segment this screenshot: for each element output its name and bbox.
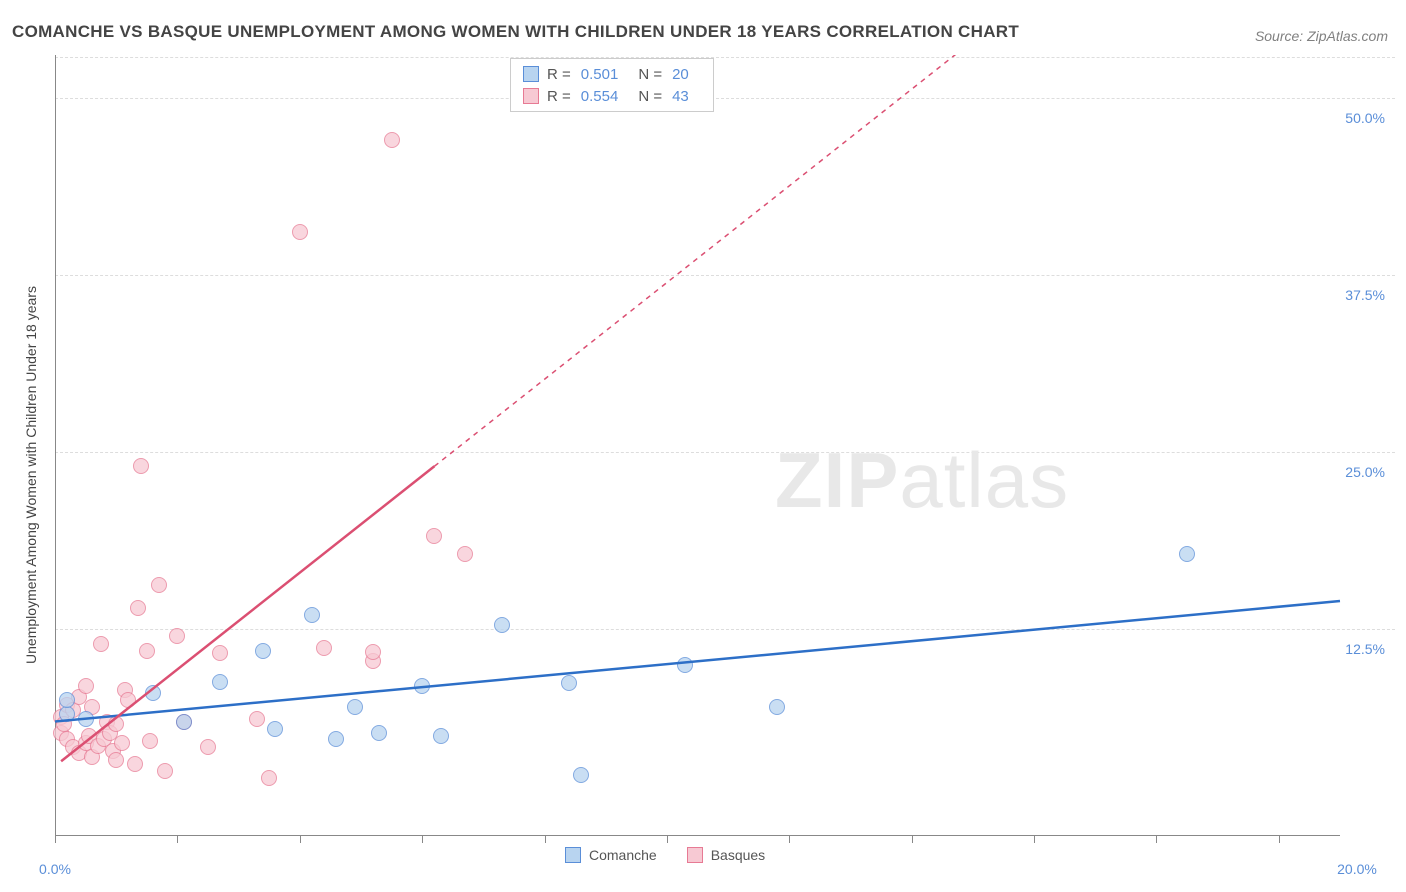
x-tick xyxy=(545,835,546,843)
chart-source: Source: ZipAtlas.com xyxy=(1255,28,1388,44)
gridline xyxy=(55,57,1395,58)
basques-point xyxy=(127,756,143,772)
comanche-point xyxy=(59,692,75,708)
legend-row-comanche: R = 0.501 N = 20 xyxy=(523,63,701,85)
basques-point xyxy=(78,678,94,694)
comanche-point xyxy=(414,678,430,694)
comanche-point xyxy=(59,706,75,722)
basques-point xyxy=(157,763,173,779)
basques-point xyxy=(457,546,473,562)
x-tick xyxy=(300,835,301,843)
n-label: N = xyxy=(638,88,662,105)
r-label: R = xyxy=(547,66,571,83)
basques-point xyxy=(93,636,109,652)
comanche-point xyxy=(267,721,283,737)
x-tick xyxy=(1279,835,1280,843)
legend-row-basques: R = 0.554 N = 43 xyxy=(523,85,701,107)
trend-line xyxy=(434,55,972,466)
legend-label: Comanche xyxy=(589,847,657,863)
basques-point xyxy=(292,224,308,240)
comanche-point xyxy=(573,767,589,783)
basques-point xyxy=(151,577,167,593)
legend-label: Basques xyxy=(711,847,765,863)
basques-point xyxy=(142,733,158,749)
gridline xyxy=(55,275,1395,276)
x-tick-label: 20.0% xyxy=(1337,861,1377,877)
gridline xyxy=(55,452,1395,453)
basques-point xyxy=(130,600,146,616)
y-tick-label: 12.5% xyxy=(1345,641,1385,657)
comanche-point xyxy=(433,728,449,744)
n-label: N = xyxy=(638,66,662,83)
comanche-swatch xyxy=(523,66,539,82)
trend-line xyxy=(55,601,1340,722)
comanche-point xyxy=(145,685,161,701)
gridline xyxy=(55,98,1395,99)
x-tick xyxy=(912,835,913,843)
comanche-point xyxy=(176,714,192,730)
comanche-point xyxy=(769,699,785,715)
comanche-point xyxy=(328,731,344,747)
plot-area: ZIPatlas 12.5%25.0%37.5%50.0% 0.0%20.0% … xyxy=(55,55,1395,865)
x-tick xyxy=(177,835,178,843)
gridline xyxy=(55,629,1395,630)
chart-area: ZIPatlas 12.5%25.0%37.5%50.0% 0.0%20.0% … xyxy=(55,55,1395,865)
r-label: R = xyxy=(547,88,571,105)
basques-point xyxy=(365,644,381,660)
basques-point xyxy=(212,645,228,661)
x-tick xyxy=(667,835,668,843)
basques-point xyxy=(108,716,124,732)
basques-swatch xyxy=(523,88,539,104)
basques-point xyxy=(384,132,400,148)
basques-point xyxy=(200,739,216,755)
basques-swatch xyxy=(687,847,703,863)
basques-point xyxy=(139,643,155,659)
legend-item-comanche: Comanche xyxy=(565,847,657,863)
r-value: 0.554 xyxy=(581,88,619,105)
comanche-point xyxy=(494,617,510,633)
legend-item-basques: Basques xyxy=(687,847,765,863)
legend-correlation: R = 0.501 N = 20 R = 0.554 N = 43 xyxy=(510,58,714,112)
comanche-point xyxy=(78,711,94,727)
comanche-point xyxy=(347,699,363,715)
comanche-point xyxy=(677,657,693,673)
basques-point xyxy=(114,735,130,751)
x-axis xyxy=(55,835,1340,836)
comanche-point xyxy=(1179,546,1195,562)
x-tick xyxy=(422,835,423,843)
x-tick xyxy=(1156,835,1157,843)
comanche-point xyxy=(255,643,271,659)
y-tick-label: 50.0% xyxy=(1345,110,1385,126)
chart-title: COMANCHE VS BASQUE UNEMPLOYMENT AMONG WO… xyxy=(12,22,1019,42)
y-tick-label: 25.0% xyxy=(1345,464,1385,480)
x-tick xyxy=(789,835,790,843)
comanche-point xyxy=(371,725,387,741)
y-axis-title: Unemployment Among Women with Children U… xyxy=(23,286,39,664)
n-value: 20 xyxy=(672,66,689,83)
basques-point xyxy=(261,770,277,786)
x-tick-label: 0.0% xyxy=(39,861,71,877)
basques-point xyxy=(426,528,442,544)
y-tick-label: 37.5% xyxy=(1345,287,1385,303)
basques-point xyxy=(108,752,124,768)
legend-series: Comanche Basques xyxy=(565,847,765,863)
basques-point xyxy=(169,628,185,644)
comanche-point xyxy=(212,674,228,690)
basques-point xyxy=(316,640,332,656)
r-value: 0.501 xyxy=(581,66,619,83)
watermark: ZIPatlas xyxy=(775,435,1069,526)
x-tick xyxy=(55,835,56,843)
basques-point xyxy=(249,711,265,727)
comanche-point xyxy=(304,607,320,623)
n-value: 43 xyxy=(672,88,689,105)
basques-point xyxy=(133,458,149,474)
basques-point xyxy=(120,692,136,708)
comanche-point xyxy=(561,675,577,691)
x-tick xyxy=(1034,835,1035,843)
comanche-swatch xyxy=(565,847,581,863)
trend-lines-layer xyxy=(55,55,1395,865)
